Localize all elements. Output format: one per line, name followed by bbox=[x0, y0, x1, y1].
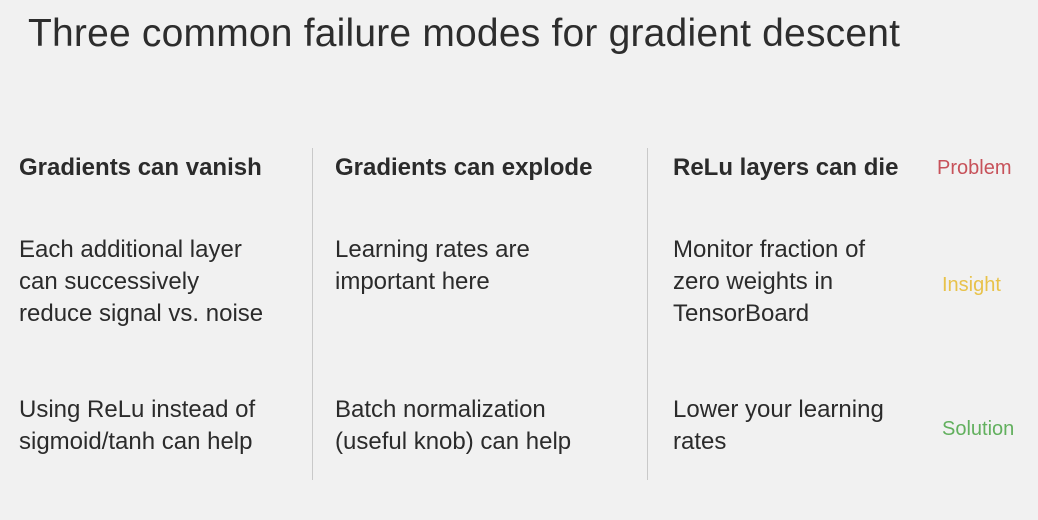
problem-heading-vanish: Gradients can vanish bbox=[19, 154, 262, 181]
row-label-insight: Insight bbox=[942, 274, 1001, 296]
solution-text-vanish: Using ReLu instead of sigmoid/tanh can h… bbox=[19, 396, 256, 455]
row-label-solution: Solution bbox=[942, 418, 1015, 440]
column-divider bbox=[312, 148, 313, 480]
slide-title: Three common failure modes for gradient … bbox=[28, 12, 901, 55]
column-divider bbox=[647, 148, 648, 480]
problem-heading-relu: ReLu layers can die bbox=[673, 154, 899, 181]
solution-text-explode: Batch normalization (useful knob) can he… bbox=[335, 396, 572, 455]
row-label-problem: Problem bbox=[937, 157, 1012, 179]
problem-heading-explode: Gradients can explode bbox=[335, 154, 593, 181]
insight-text-explode: Learning rates are important here bbox=[335, 236, 530, 295]
solution-text-relu: Lower your learning rates bbox=[673, 396, 884, 455]
insight-text-vanish: Each additional layer can successively r… bbox=[19, 236, 264, 327]
insight-text-relu: Monitor fraction of zero weights in Tens… bbox=[673, 236, 866, 327]
